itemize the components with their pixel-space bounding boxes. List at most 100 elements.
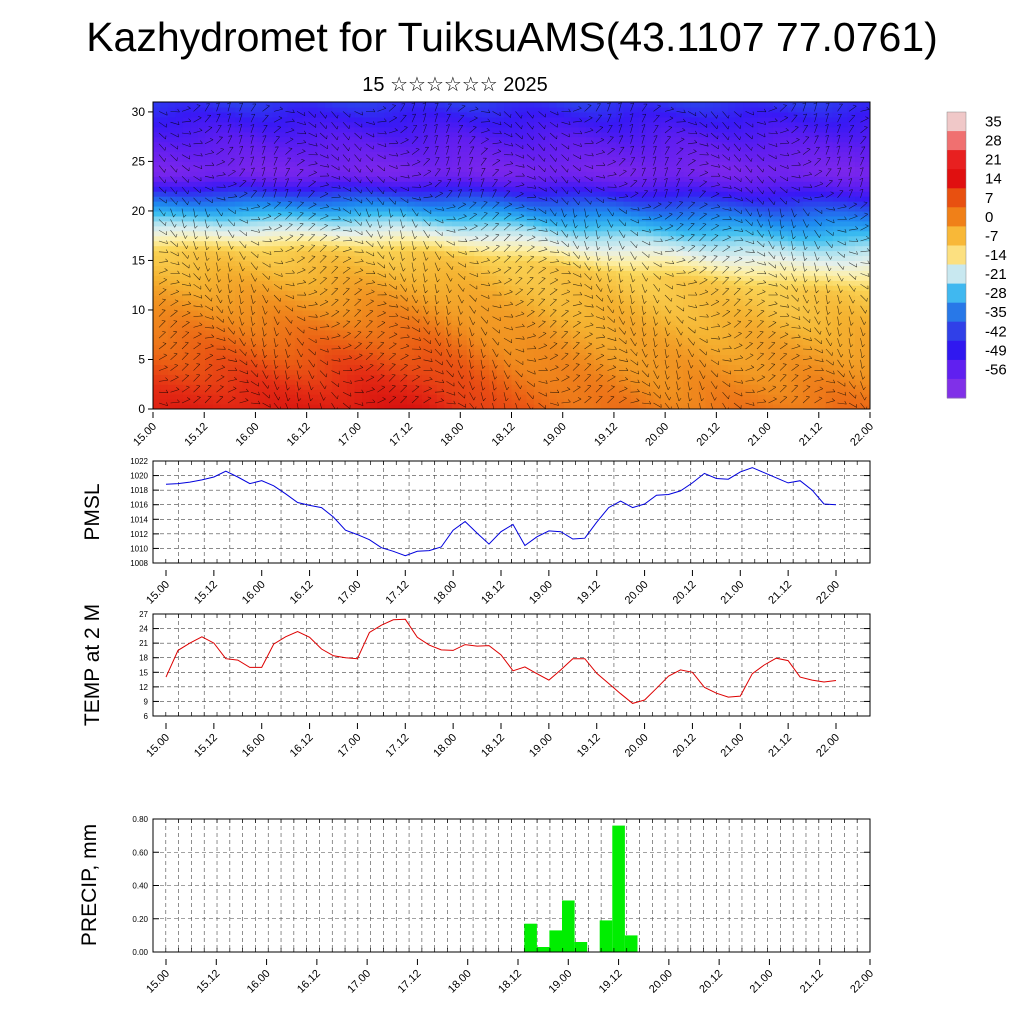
temp-cell	[504, 344, 513, 351]
temp-cell	[638, 191, 647, 197]
temp-cell	[399, 126, 408, 133]
temp-cell	[616, 166, 625, 172]
temp-cell	[272, 181, 281, 187]
temp-cell	[406, 151, 416, 158]
temp-cell	[668, 225, 677, 232]
temp-cell	[369, 275, 378, 281]
temp-cell	[660, 339, 669, 346]
temp-cell	[414, 235, 423, 242]
temp-cell	[578, 314, 587, 321]
temp-cell	[414, 121, 423, 128]
temp-cell	[317, 250, 326, 257]
temp-cell	[683, 116, 692, 123]
temp-cell	[645, 260, 655, 266]
temp-cell	[347, 235, 356, 242]
temp-cell	[571, 181, 580, 187]
temp-cell	[175, 111, 184, 118]
temp-cell	[713, 300, 722, 306]
temp-cell	[698, 364, 707, 370]
temp-cell	[182, 300, 191, 306]
temp-cell	[511, 389, 520, 395]
temp-cell	[675, 334, 684, 341]
temp-cell	[518, 290, 528, 296]
temp-cell	[421, 334, 430, 341]
temp-cell	[324, 309, 333, 316]
temp-cell	[563, 181, 572, 187]
temp-cell	[526, 111, 535, 118]
temp-cell	[265, 151, 274, 158]
temp-cell	[653, 374, 662, 380]
temp-cell	[616, 309, 625, 316]
temp-cell	[190, 354, 199, 361]
temp-cell	[384, 176, 393, 182]
temp-cell	[392, 191, 401, 197]
temp-cell	[504, 111, 513, 118]
temp-cell	[377, 389, 386, 395]
temp-cell	[698, 205, 707, 212]
temp-cell	[578, 265, 587, 271]
temp-cell	[406, 161, 416, 167]
temp-cell	[220, 319, 229, 326]
temp-cell	[182, 171, 191, 177]
temp-cell	[713, 384, 722, 390]
temp-cell	[369, 225, 378, 232]
temp-cell	[451, 102, 460, 108]
temp-cell	[205, 111, 214, 118]
temp-cell	[623, 215, 632, 222]
temp-cell	[309, 270, 318, 276]
temp-cell	[563, 161, 572, 167]
temp-cell	[339, 275, 348, 281]
temp-cell	[474, 240, 483, 247]
temp-cell	[541, 250, 550, 257]
temp-cell	[436, 126, 445, 133]
temp-cell	[653, 106, 662, 113]
temp-cell	[459, 374, 468, 380]
temp-cell	[406, 404, 416, 409]
temp-cell	[578, 230, 587, 237]
temp-cell	[750, 295, 759, 301]
temp-cell	[399, 369, 408, 375]
temp-cell	[182, 230, 191, 237]
temp-cell	[324, 141, 333, 148]
temp-cell	[683, 260, 692, 266]
temp-cell	[436, 171, 445, 177]
temp-cell	[324, 270, 333, 276]
temp-cell	[608, 329, 617, 336]
temp-cell	[309, 334, 318, 341]
temp-cell	[511, 374, 520, 380]
temp-cell	[287, 309, 296, 316]
temp-cell	[698, 181, 707, 187]
temp-cell	[601, 131, 610, 138]
temp-cell	[720, 245, 729, 252]
temp-cell	[153, 344, 162, 351]
temp-cell	[623, 309, 632, 316]
temp-cell	[623, 334, 632, 341]
temp-cell	[436, 329, 445, 336]
temp-cell	[227, 201, 236, 207]
temp-cell	[414, 131, 423, 138]
temp-cell	[294, 265, 303, 271]
temp-cell	[421, 245, 430, 252]
temp-cell	[339, 181, 348, 187]
temp-cell	[616, 324, 625, 331]
temp-cell	[250, 319, 259, 326]
temp-cell	[653, 151, 662, 158]
temp-cell	[690, 404, 699, 409]
temp-cell	[705, 126, 714, 133]
temp-cell	[504, 131, 513, 138]
temp-cell	[518, 329, 528, 336]
temp-cell	[272, 161, 281, 167]
temp-cell	[631, 240, 640, 247]
temp-cell	[317, 245, 326, 252]
temp-cell	[182, 220, 191, 227]
temp-cell	[481, 116, 490, 123]
temp-cell	[279, 329, 289, 336]
temp-cell	[504, 210, 513, 217]
temp-cell	[153, 181, 162, 187]
temp-cell	[220, 374, 229, 380]
temp-cell	[182, 275, 191, 281]
temp-cell	[705, 260, 714, 266]
temp-cell	[265, 339, 274, 346]
temp-cell	[459, 111, 468, 118]
temp-cell	[541, 359, 550, 366]
